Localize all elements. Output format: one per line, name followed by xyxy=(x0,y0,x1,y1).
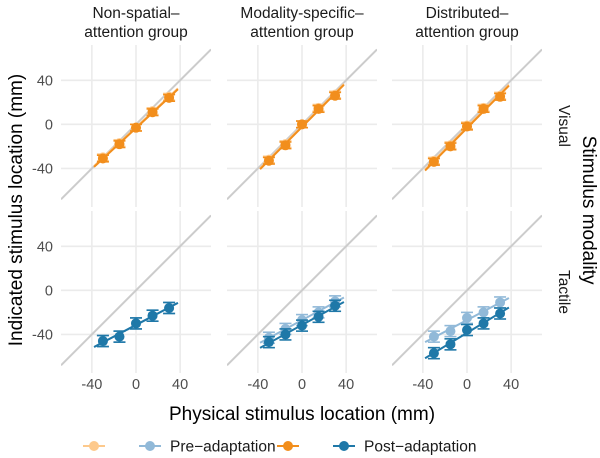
data-point xyxy=(147,310,158,321)
data-point xyxy=(330,90,341,101)
data-point xyxy=(164,302,175,313)
data-point xyxy=(462,312,472,323)
strip-line: attention group xyxy=(84,24,187,41)
data-point xyxy=(280,140,291,151)
panel-tactile-0: -40 0 40 -40 0 40 xyxy=(32,211,211,393)
data-point xyxy=(495,91,506,102)
x-tick-label: 0 xyxy=(132,377,140,393)
x-tick-label: -40 xyxy=(81,377,102,393)
column-strip-label: Distributed– attention group xyxy=(415,5,518,41)
y-tick-label: -40 xyxy=(32,327,53,343)
x-tick-label: 40 xyxy=(338,377,354,393)
data-point xyxy=(330,300,341,311)
data-point xyxy=(445,339,456,350)
data-point xyxy=(263,337,274,348)
data-point xyxy=(297,320,307,331)
data-point xyxy=(428,156,439,167)
data-point xyxy=(313,103,324,114)
data-point xyxy=(114,139,125,150)
y-tick-label: 40 xyxy=(37,73,53,89)
y-axis-title: Indicated stimulus location (mm) xyxy=(6,74,27,346)
legend-label: Post−adaptation xyxy=(364,439,476,456)
data-point xyxy=(478,318,489,329)
data-point xyxy=(97,153,108,164)
x-tick-label: -40 xyxy=(412,377,433,393)
identity-line xyxy=(392,214,542,366)
data-point xyxy=(445,141,456,152)
data-point xyxy=(495,297,506,308)
row-strip-label: Tactile xyxy=(555,270,572,314)
data-point xyxy=(263,155,274,166)
panel-visual-0: -40 0 40 xyxy=(32,45,211,207)
x-tick-label: -40 xyxy=(247,377,268,393)
row-strip-label: Visual xyxy=(555,105,572,147)
data-point xyxy=(462,121,472,132)
data-point xyxy=(164,92,175,103)
data-point xyxy=(280,329,291,340)
legend-key-point xyxy=(89,441,99,451)
data-point xyxy=(445,326,456,337)
x-tick-label: 40 xyxy=(172,377,188,393)
legend-label: Pre−adaptation xyxy=(170,439,276,456)
legend-key-point xyxy=(339,441,349,451)
data-point xyxy=(297,119,307,130)
data-point xyxy=(131,318,141,329)
x-axis-title: Physical stimulus location (mm) xyxy=(169,404,435,425)
identity-line xyxy=(61,214,211,366)
column-strip-label: Non-spatial– attention group xyxy=(84,5,187,41)
data-point xyxy=(478,103,489,114)
strip-line: Modality-specific– xyxy=(240,5,364,22)
data-point xyxy=(131,122,141,133)
data-point xyxy=(147,107,158,118)
column-strip-label: Modality-specific– attention group xyxy=(240,5,364,41)
data-point xyxy=(462,325,472,336)
y-tick-label: 40 xyxy=(37,239,53,255)
data-point xyxy=(495,308,506,319)
data-point xyxy=(97,336,108,347)
panel-visual-2 xyxy=(392,45,542,207)
y-tick-label: -40 xyxy=(32,161,53,177)
panel-visual-1 xyxy=(227,45,377,207)
panel-tactile-2: -40 0 40 xyxy=(392,211,542,393)
data-point xyxy=(428,348,439,359)
x-tick-label: 0 xyxy=(463,377,471,393)
row-strip-title: Stimulus modality xyxy=(578,136,599,285)
legend: Pre−adaptation Post−adaptation xyxy=(83,439,476,456)
strip-line: Non-spatial– xyxy=(92,5,179,22)
data-point xyxy=(428,331,439,342)
y-tick-label: 0 xyxy=(45,117,53,133)
data-point xyxy=(313,311,324,322)
strip-line: attention group xyxy=(415,24,518,41)
legend-key-point xyxy=(145,441,155,451)
y-tick-label: 0 xyxy=(45,283,53,299)
x-tick-label: 40 xyxy=(503,377,519,393)
strip-line: attention group xyxy=(250,24,353,41)
identity-line xyxy=(227,214,377,366)
strip-line: Distributed– xyxy=(426,5,509,22)
legend-key-point xyxy=(283,441,293,451)
panel-tactile-1: -40 0 40 xyxy=(227,211,377,393)
x-tick-label: 0 xyxy=(298,377,306,393)
data-point xyxy=(478,307,489,318)
data-point xyxy=(114,331,125,342)
